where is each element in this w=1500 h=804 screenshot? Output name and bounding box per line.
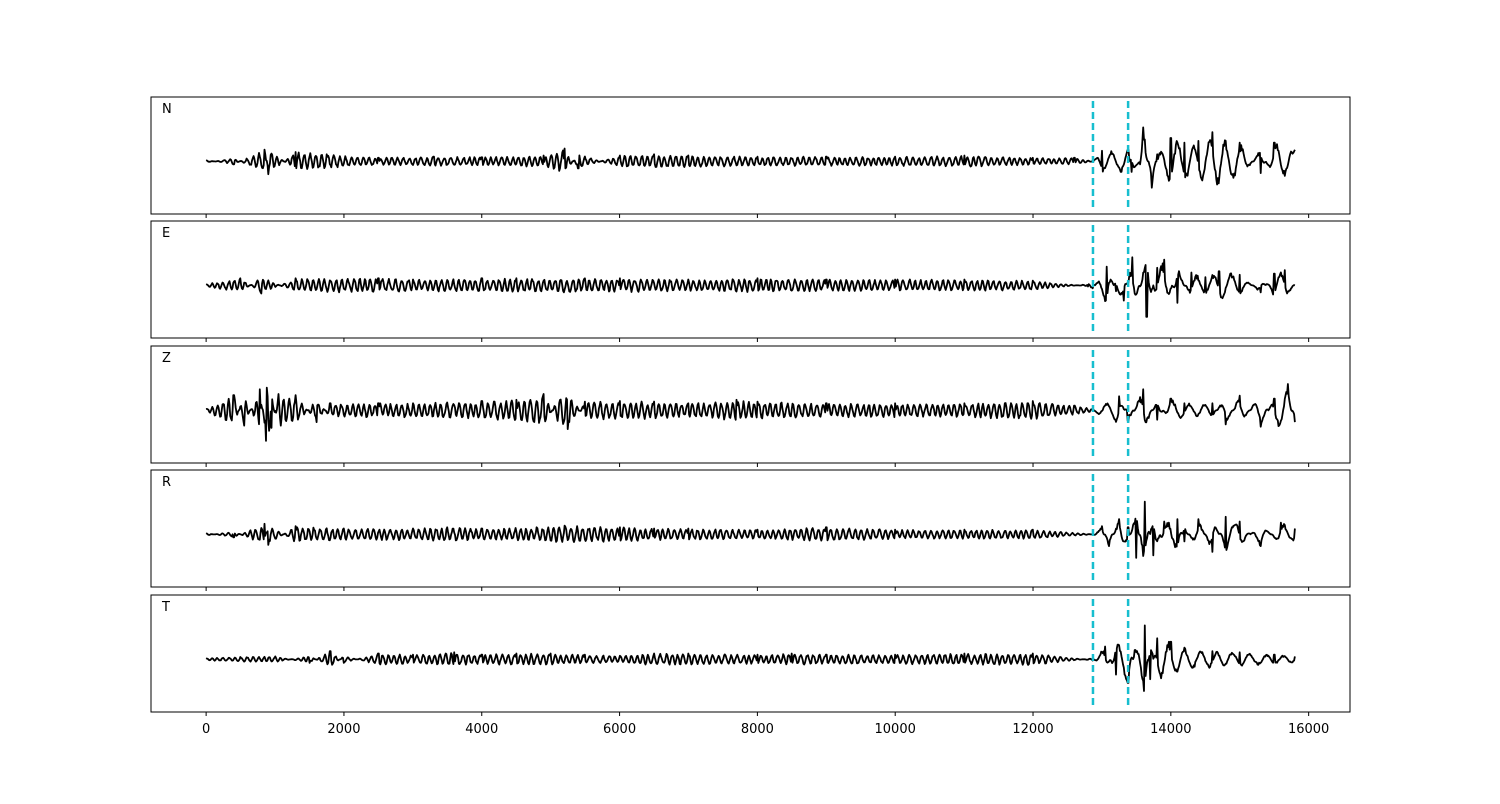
panel-frame	[150, 220, 1351, 339]
waveform-trace	[205, 256, 1296, 318]
panel-z: Z	[150, 345, 1351, 467]
x-tick-label: 10000	[875, 722, 916, 737]
panel-frame	[150, 469, 1351, 588]
waveform-trace	[205, 500, 1296, 559]
x-tick-label: 14000	[1150, 722, 1191, 737]
panel-label: Z	[162, 351, 171, 366]
x-tick-label: 16000	[1288, 722, 1329, 737]
waveform-trace	[205, 624, 1296, 692]
x-tick-label: 6000	[603, 722, 636, 737]
x-tick-label: 4000	[465, 722, 498, 737]
panel-frame	[150, 96, 1351, 215]
x-tick-label: 2000	[327, 722, 360, 737]
waveform-trace	[205, 383, 1296, 442]
panel-label: E	[162, 226, 170, 241]
panel-label: N	[162, 102, 172, 117]
panel-e: E	[150, 220, 1351, 342]
panel-frame	[150, 345, 1351, 464]
panel-r: R	[150, 469, 1351, 591]
panel-n: N	[150, 96, 1351, 218]
panel-t: T	[150, 594, 1351, 716]
x-tick-label: 0	[202, 722, 210, 737]
panel-label: R	[162, 475, 171, 490]
x-tick-label: 12000	[1012, 722, 1053, 737]
waveform-trace	[205, 126, 1296, 189]
x-tick-label: 8000	[741, 722, 774, 737]
panel-label: T	[161, 600, 170, 615]
panel-frame	[150, 594, 1351, 713]
